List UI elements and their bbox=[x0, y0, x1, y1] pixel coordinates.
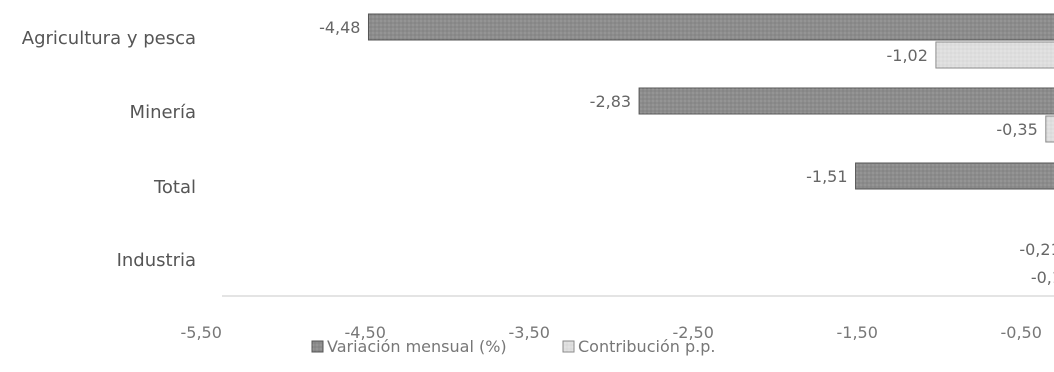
data-label: -0,35 bbox=[996, 120, 1037, 139]
bar-contribucion bbox=[935, 41, 1054, 69]
bar-variacion-mensual bbox=[855, 162, 1054, 190]
data-label: -4,48 bbox=[319, 18, 360, 37]
x-tick-label: -5,50 bbox=[180, 323, 221, 342]
x-tick-label: -3,50 bbox=[508, 323, 549, 342]
legend-label-contribucion: Contribución p.p. bbox=[578, 337, 715, 356]
data-label: -0,14 bbox=[1031, 268, 1054, 287]
data-label: -2,83 bbox=[590, 92, 631, 111]
category-label: Agricultura y pesca bbox=[22, 28, 196, 49]
x-tick-label: -0,50 bbox=[1000, 323, 1041, 342]
x-axis: -5,50 -4,50 -3,50 -2,50 -1,50 -0,50 bbox=[180, 295, 1054, 342]
legend-swatch-variacion bbox=[311, 340, 324, 353]
legend: Variación mensual (%) Contribución p.p. bbox=[311, 337, 715, 356]
data-label: -1,51 bbox=[806, 167, 847, 186]
bar-variacion-mensual bbox=[638, 87, 1054, 115]
plot-area: Agricultura y pesca Minería Total Industria… bbox=[22, 13, 1054, 287]
category-label: Industria bbox=[117, 250, 196, 271]
data-label: -0,21 bbox=[1019, 240, 1054, 259]
category-label: Total bbox=[153, 177, 196, 198]
x-tick-label: -2,50 bbox=[672, 323, 713, 342]
x-tick-label: -1,50 bbox=[836, 323, 877, 342]
bar-contribucion bbox=[1045, 115, 1054, 143]
bar-variacion-mensual bbox=[367, 13, 1054, 41]
legend-label-variacion: Variación mensual (%) bbox=[327, 337, 507, 356]
x-tick-label: -4,50 bbox=[344, 323, 385, 342]
category-label: Minería bbox=[130, 102, 196, 123]
legend-swatch-contribucion bbox=[562, 340, 575, 353]
data-label: -1,02 bbox=[887, 46, 928, 65]
